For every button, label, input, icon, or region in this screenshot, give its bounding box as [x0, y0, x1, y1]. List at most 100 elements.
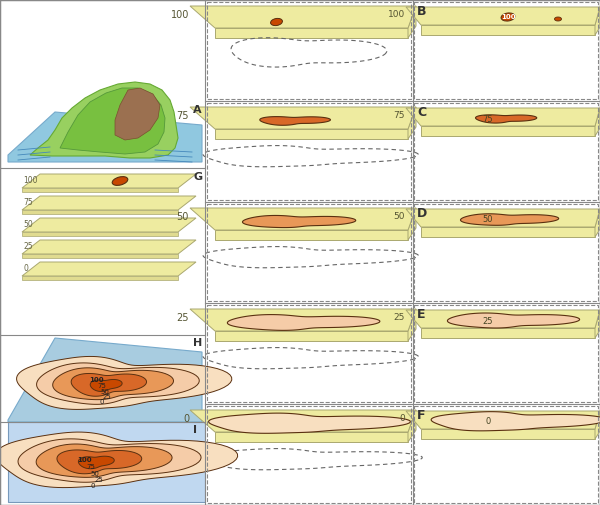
Polygon shape — [190, 208, 416, 230]
Bar — [206, 1, 412, 100]
Bar — [206, 304, 412, 403]
Polygon shape — [421, 25, 595, 35]
Polygon shape — [595, 411, 600, 439]
Polygon shape — [30, 82, 178, 158]
Text: 75: 75 — [98, 383, 106, 389]
Polygon shape — [22, 174, 196, 188]
Bar — [206, 405, 412, 504]
Text: 0: 0 — [183, 414, 189, 424]
Text: D: D — [417, 207, 427, 220]
Text: 75: 75 — [482, 115, 493, 124]
Polygon shape — [460, 214, 559, 225]
Text: G: G — [193, 172, 202, 182]
Text: 50: 50 — [23, 220, 33, 229]
Polygon shape — [595, 108, 600, 136]
Polygon shape — [37, 363, 199, 405]
Text: 0: 0 — [485, 418, 491, 427]
Text: 50: 50 — [176, 212, 189, 222]
Polygon shape — [215, 28, 408, 38]
Polygon shape — [22, 240, 196, 254]
Polygon shape — [22, 276, 178, 280]
Polygon shape — [209, 413, 410, 433]
Text: 25: 25 — [176, 313, 189, 323]
Polygon shape — [22, 196, 196, 210]
Text: 100: 100 — [89, 377, 104, 383]
Polygon shape — [431, 412, 600, 431]
Polygon shape — [215, 230, 408, 240]
Text: A: A — [193, 105, 202, 115]
Text: 25: 25 — [95, 477, 103, 483]
Polygon shape — [190, 6, 416, 28]
Polygon shape — [242, 216, 356, 228]
Text: I: I — [193, 425, 197, 435]
Polygon shape — [406, 411, 600, 429]
Text: 75: 75 — [86, 464, 95, 470]
Polygon shape — [448, 313, 580, 328]
Polygon shape — [22, 218, 196, 232]
Polygon shape — [408, 410, 416, 442]
Polygon shape — [22, 188, 178, 192]
Bar — [414, 102, 599, 201]
Polygon shape — [22, 232, 178, 236]
Text: 50: 50 — [483, 216, 493, 225]
Text: B: B — [417, 5, 427, 18]
Polygon shape — [215, 331, 408, 341]
Polygon shape — [79, 456, 114, 469]
Ellipse shape — [112, 177, 128, 185]
Text: F: F — [417, 409, 425, 422]
Polygon shape — [22, 262, 196, 276]
Polygon shape — [595, 310, 600, 338]
Polygon shape — [71, 374, 146, 396]
Bar — [414, 304, 599, 403]
Polygon shape — [421, 227, 595, 237]
Text: 0: 0 — [399, 414, 405, 423]
Polygon shape — [60, 88, 165, 154]
Polygon shape — [36, 444, 172, 477]
Polygon shape — [408, 107, 416, 139]
Polygon shape — [190, 410, 416, 432]
Text: 0: 0 — [100, 399, 104, 405]
Text: 75: 75 — [176, 111, 189, 121]
Text: 50: 50 — [394, 212, 405, 221]
Polygon shape — [421, 429, 595, 439]
Polygon shape — [53, 368, 173, 399]
Polygon shape — [8, 112, 202, 162]
Polygon shape — [408, 6, 416, 38]
Polygon shape — [406, 108, 600, 126]
Text: C: C — [417, 106, 426, 119]
Ellipse shape — [271, 18, 283, 26]
Polygon shape — [90, 379, 122, 391]
Text: 100: 100 — [23, 176, 37, 185]
Polygon shape — [595, 7, 600, 35]
Ellipse shape — [501, 13, 515, 21]
Polygon shape — [18, 439, 201, 482]
Polygon shape — [227, 315, 380, 330]
Bar — [414, 203, 599, 302]
Text: 25: 25 — [103, 394, 112, 400]
Polygon shape — [17, 357, 232, 410]
Bar — [414, 1, 599, 100]
Polygon shape — [115, 88, 160, 140]
Polygon shape — [406, 7, 600, 25]
Text: 75: 75 — [23, 198, 33, 207]
Polygon shape — [0, 432, 238, 488]
Polygon shape — [215, 129, 408, 139]
Polygon shape — [421, 328, 595, 338]
Polygon shape — [406, 209, 600, 227]
Polygon shape — [22, 210, 178, 214]
Text: 0: 0 — [23, 264, 28, 273]
Polygon shape — [260, 117, 331, 125]
Text: 0: 0 — [91, 483, 95, 489]
Polygon shape — [421, 126, 595, 136]
Polygon shape — [190, 107, 416, 129]
Text: H: H — [193, 338, 202, 348]
FancyBboxPatch shape — [8, 422, 205, 502]
Text: 100: 100 — [77, 457, 92, 463]
Text: 100: 100 — [388, 10, 405, 19]
Text: 50: 50 — [101, 389, 109, 395]
Polygon shape — [215, 432, 408, 442]
Text: 25: 25 — [483, 317, 493, 326]
Polygon shape — [57, 450, 142, 474]
Polygon shape — [22, 254, 178, 258]
Polygon shape — [408, 208, 416, 240]
